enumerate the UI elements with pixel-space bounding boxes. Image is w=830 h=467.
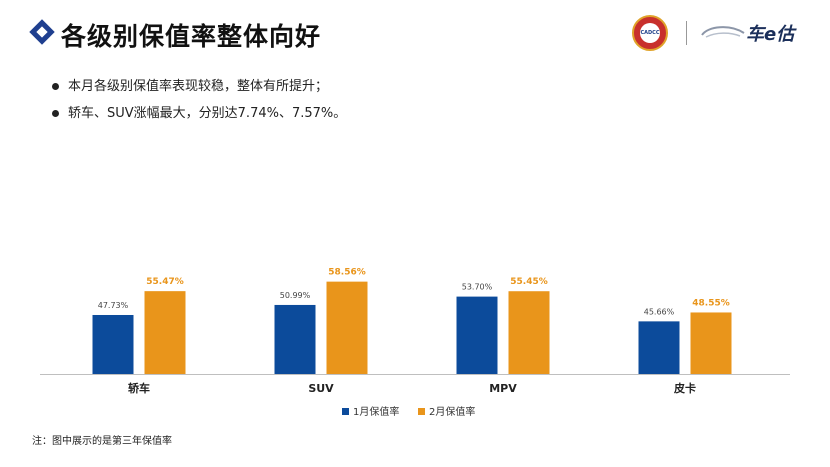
cadcc-logo: CADCC bbox=[632, 15, 668, 51]
footnote: 注：图中展示的是第三年保值率 bbox=[32, 436, 172, 447]
bar-jan bbox=[274, 304, 316, 374]
data-label: 55.45% bbox=[510, 277, 548, 287]
data-label: 50.99% bbox=[280, 291, 311, 300]
page-title: 各级别保值率整体向好 bbox=[61, 22, 322, 51]
data-label: 47.73% bbox=[98, 301, 129, 310]
data-label: 48.55% bbox=[692, 298, 730, 308]
car-outline-icon bbox=[701, 26, 745, 38]
bar-jan bbox=[456, 296, 498, 374]
data-label: 58.56% bbox=[328, 268, 366, 278]
data-label: 53.70% bbox=[462, 283, 493, 292]
bar-feb bbox=[144, 291, 186, 374]
legend-label: 1月保值率 bbox=[353, 405, 399, 418]
bar-feb bbox=[690, 312, 732, 374]
bullet-text: 本月各级别保值率表现较稳，整体有所提升； bbox=[68, 79, 329, 94]
che300-logo-text: 车e估 bbox=[746, 24, 795, 45]
legend-label: 2月保值率 bbox=[429, 405, 475, 418]
x-tick-label: SUV bbox=[308, 382, 334, 395]
bullet-dot bbox=[52, 83, 59, 90]
x-tick-label: 轿车 bbox=[128, 381, 150, 395]
legend-swatch bbox=[342, 408, 349, 415]
bar-jan bbox=[92, 314, 134, 374]
data-label: 55.47% bbox=[146, 277, 184, 287]
logo-divider bbox=[686, 21, 687, 45]
x-tick-label: MPV bbox=[489, 382, 517, 395]
bar-jan bbox=[638, 321, 680, 374]
bar-feb bbox=[326, 281, 368, 374]
bullet-dot bbox=[52, 110, 59, 117]
legend-swatch bbox=[418, 408, 425, 415]
x-tick-label: 皮卡 bbox=[673, 381, 696, 395]
bullet-text: 轿车、SUV涨幅最大，分别达7.74%、7.57%。 bbox=[68, 106, 347, 121]
cadcc-logo-text: CADCC bbox=[640, 23, 660, 43]
che300-logo: 车e估 bbox=[700, 20, 800, 45]
bar-feb bbox=[508, 291, 550, 374]
data-label: 45.66% bbox=[644, 307, 675, 316]
header: 各级别保值率整体向好 CADCC 车e估 bbox=[0, 0, 830, 62]
bar-chart: 47.73% 55.47% 轿车 50.99% 58.56% SUV 53.70% 55.45… bbox=[40, 268, 790, 418]
